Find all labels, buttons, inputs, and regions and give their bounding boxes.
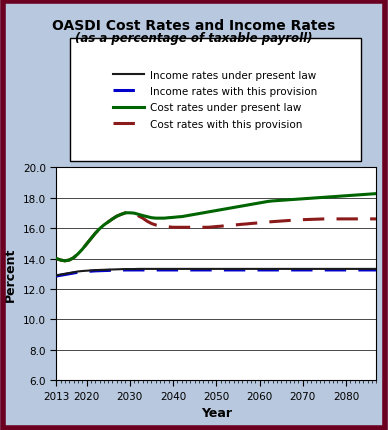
Text: OASDI Cost Rates and Income Rates: OASDI Cost Rates and Income Rates <box>52 19 336 33</box>
Y-axis label: Percent: Percent <box>4 247 17 301</box>
Text: (as a percentage of taxable payroll): (as a percentage of taxable payroll) <box>75 32 313 45</box>
Legend: Income rates under present law, Income rates with this provision, Cost rates und: Income rates under present law, Income r… <box>105 62 326 138</box>
X-axis label: Year: Year <box>201 406 232 419</box>
